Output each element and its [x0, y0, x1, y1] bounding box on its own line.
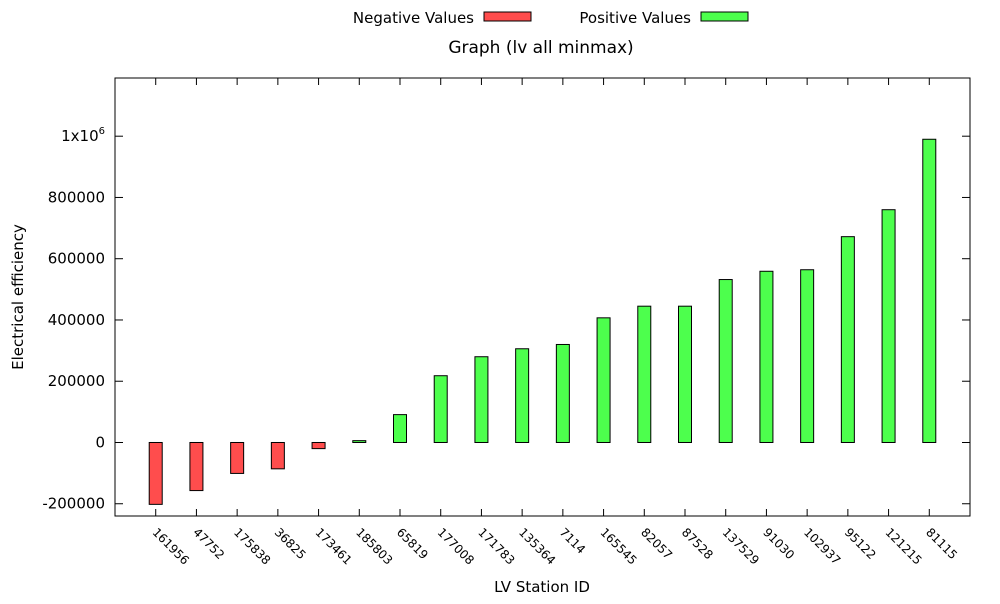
bar [433, 375, 448, 443]
x-tick-label: 102937 [801, 525, 843, 567]
x-axis-label: LV Station ID [494, 578, 590, 596]
x-tick-label: 171783 [475, 525, 517, 567]
y-tick-label: 0 [95, 433, 105, 451]
chart-title: Graph (lv all minmax) [448, 38, 633, 58]
x-tick-label: 7114 [557, 525, 588, 556]
x-tick-label: 135364 [516, 525, 558, 567]
bar [515, 348, 530, 443]
x-tick-label: 185803 [353, 525, 395, 567]
x-tick-label: 87528 [679, 525, 716, 562]
x-tick-label: 173461 [312, 525, 354, 567]
legend-label: Positive Values [579, 9, 691, 27]
legend-label: Negative Values [353, 9, 474, 27]
legend-swatch [700, 11, 749, 22]
x-tick-label: 81115 [923, 525, 960, 562]
bar [759, 270, 774, 443]
x-tick-label: 137529 [720, 525, 762, 567]
bar [474, 356, 489, 443]
y-tick-label: -200000 [42, 495, 105, 513]
x-tick-label: 165545 [597, 525, 639, 567]
plot-frame [114, 77, 971, 517]
bar [637, 305, 652, 443]
x-tick-label: 161956 [150, 525, 192, 567]
x-tick-label: 121215 [882, 525, 924, 567]
bar [352, 440, 367, 443]
x-tick-label: 82057 [638, 525, 675, 562]
legend: Negative Values Positive Values [353, 9, 749, 27]
x-tick-label: 91030 [760, 525, 797, 562]
x-tick-label: 47752 [190, 525, 227, 562]
x-tick-label: 65819 [394, 525, 431, 562]
y-tick-label-exponent: 6 [99, 126, 105, 137]
x-tick-label: 177008 [435, 525, 477, 567]
y-tick-label: 600000 [48, 250, 105, 268]
bar [840, 236, 855, 443]
legend-swatch [483, 11, 532, 22]
y-tick-label: 200000 [48, 372, 105, 390]
bar [555, 343, 570, 443]
y-axis-label: Electrical efficiency [9, 224, 27, 370]
bar [678, 305, 692, 443]
bar [230, 441, 245, 474]
y-axis: -200000 0 200000 400000 600000 800000 1x106 [42, 126, 970, 513]
bar [393, 414, 407, 443]
x-tick-label: 95122 [842, 525, 879, 562]
bar [270, 441, 285, 470]
bars [148, 138, 937, 505]
bar [800, 269, 815, 443]
bar [311, 441, 326, 450]
x-tick-label: 36825 [272, 525, 309, 562]
y-tick-label: 1x106 [61, 126, 105, 145]
bar [718, 279, 733, 443]
y-tick-label: 800000 [48, 188, 105, 206]
bar [596, 317, 611, 443]
y-tick-label: 400000 [48, 311, 105, 329]
x-tick-label: 175838 [231, 525, 273, 567]
bar [189, 441, 204, 492]
bar [881, 209, 896, 443]
bar [922, 138, 937, 443]
bar [148, 441, 163, 505]
